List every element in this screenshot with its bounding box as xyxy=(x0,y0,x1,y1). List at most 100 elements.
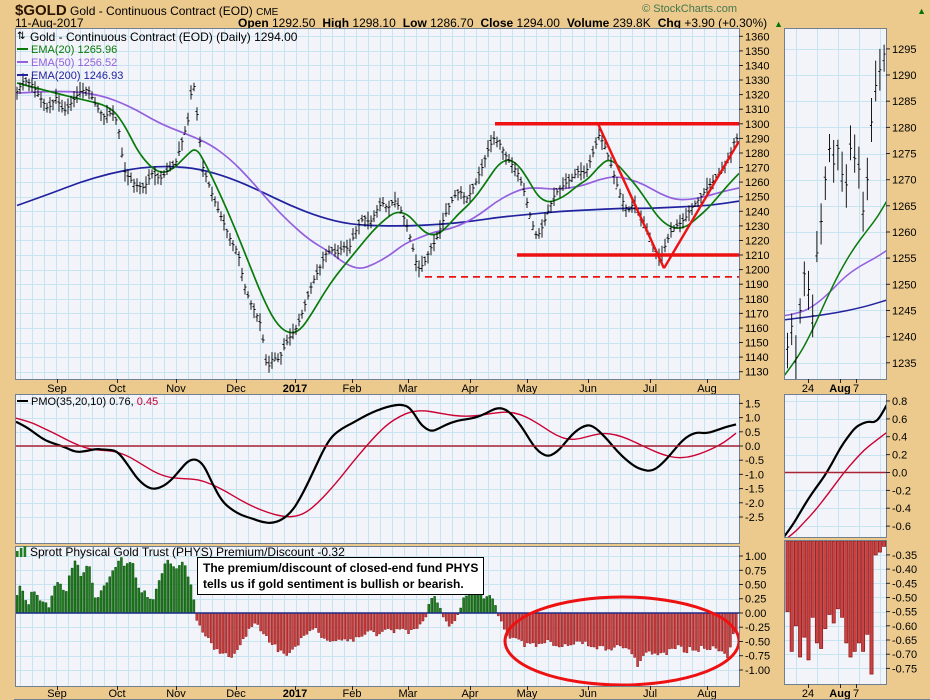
premium-bar xyxy=(802,541,807,638)
premium-mini-panel: -0.35 -0.40 -0.45 -0.50 -0.55 -0.60 -0.65 -0.70… xyxy=(784,540,917,700)
svg-text:0.0: 0.0 xyxy=(892,468,907,480)
svg-text:0.00: 0.00 xyxy=(745,608,766,620)
svg-text:1220: 1220 xyxy=(745,236,769,248)
svg-text:Jul: Jul xyxy=(643,383,657,395)
svg-text:0.0: 0.0 xyxy=(745,441,760,453)
pmo-mini-PMO xyxy=(785,404,886,537)
histogram-icon xyxy=(16,546,27,557)
svg-text:0.5: 0.5 xyxy=(745,427,760,439)
price-mini-EMA20 xyxy=(785,200,886,376)
premium-bar xyxy=(877,541,882,553)
svg-text:-1.0: -1.0 xyxy=(745,469,764,481)
svg-text:1285: 1285 xyxy=(892,96,916,108)
quote-item: Low 1286.70 xyxy=(402,16,474,30)
svg-text:1255: 1255 xyxy=(892,253,916,265)
svg-text:-0.50: -0.50 xyxy=(745,637,770,649)
pmo-main-PMO xyxy=(16,403,737,524)
header-line1: $GOLD Gold - Continuous Contract (EOD) C… xyxy=(15,2,278,19)
price-mini-x-axis: 24 Aug 7 xyxy=(802,379,859,395)
svg-text:Nov: Nov xyxy=(166,383,186,395)
svg-text:1360: 1360 xyxy=(745,31,769,43)
price-main-trendline xyxy=(596,123,666,269)
svg-text:-0.75: -0.75 xyxy=(745,651,770,663)
quote-line: Open 1292.50 High 1298.10 Low 1286.70 Close… xyxy=(238,16,783,30)
up-arrow-icon: ▲ xyxy=(917,6,926,16)
svg-text:Aug: Aug xyxy=(697,688,717,700)
ema-legend-item: EMA(50) 1256.52 xyxy=(17,57,117,69)
svg-text:1270: 1270 xyxy=(745,163,769,175)
price-mini-EMA50 xyxy=(785,250,886,317)
ema-line-swatch xyxy=(17,61,28,64)
svg-text:1270: 1270 xyxy=(892,175,916,187)
premium-mini-x-axis: 24 Aug 7 xyxy=(802,684,859,700)
svg-text:Jun: Jun xyxy=(579,688,597,700)
premium-main-x-axis: Sep Oct Nov Dec 2017 Feb Mar Apr May Jun Jul Aug xyxy=(47,686,717,700)
svg-text:2017: 2017 xyxy=(283,688,307,700)
svg-text:1235: 1235 xyxy=(892,358,916,370)
premium-bar xyxy=(852,541,857,652)
premium-main-bars-negative xyxy=(195,612,738,667)
premium-bar xyxy=(793,541,798,627)
price-mini-ohlc-bars xyxy=(785,44,886,379)
svg-text:1280: 1280 xyxy=(745,148,769,160)
price-main-EMA20 xyxy=(16,82,739,334)
ema-legend-item: EMA(200) 1246.93 xyxy=(17,70,123,82)
pmo-main-series xyxy=(16,403,739,524)
svg-text:1140: 1140 xyxy=(745,352,769,364)
svg-text:-1.00: -1.00 xyxy=(745,665,770,677)
svg-text:Feb: Feb xyxy=(343,383,362,395)
svg-text:Oct: Oct xyxy=(108,688,125,700)
pmo-legend: PMO(35,20,10) 0.76, 0.45 xyxy=(17,396,158,408)
premium-bar xyxy=(810,541,815,618)
svg-text:Jun: Jun xyxy=(579,383,597,395)
chart-title: Gold - Continuous Contract (EOD) (Daily)… xyxy=(30,30,298,44)
price-main-panel: 1360 1350 1340 1330 1320 1310 1300 1290 1280 1270… xyxy=(15,28,769,395)
pmo-mini-series xyxy=(785,404,886,537)
svg-text:24: 24 xyxy=(802,688,814,700)
svg-text:0.4: 0.4 xyxy=(892,432,907,444)
premium-main-grid xyxy=(16,547,739,686)
ema-line-swatch xyxy=(17,74,28,77)
updown-arrows-icon: ⇅ xyxy=(17,31,26,42)
quote-date: 11-Aug-2017 xyxy=(15,16,84,30)
svg-text:0.25: 0.25 xyxy=(745,594,766,606)
svg-text:Dec: Dec xyxy=(226,688,246,700)
svg-text:1170: 1170 xyxy=(745,308,769,320)
premium-bar xyxy=(882,541,886,547)
svg-text:-0.45: -0.45 xyxy=(892,578,917,590)
premium-bar xyxy=(823,541,828,630)
svg-text:1275: 1275 xyxy=(892,149,916,161)
svg-text:1290: 1290 xyxy=(745,133,769,145)
svg-text:Jul: Jul xyxy=(643,688,657,700)
svg-text:0.8: 0.8 xyxy=(892,396,907,408)
quote-item: Open 1292.50 xyxy=(238,16,316,30)
premium-legend: Sprott Physical Gold Trust (PHYS) Premiu… xyxy=(16,545,345,559)
price-main-series xyxy=(16,73,739,373)
change-up-icon: ▲ xyxy=(774,19,784,29)
price-main-x-axis: Sep Oct Nov Dec 2017 Feb Mar Apr May Jun Jul Aug xyxy=(47,379,717,395)
svg-text:1245: 1245 xyxy=(892,306,916,318)
pmo-legend-label: PMO(35,20,10) 0.76, xyxy=(31,396,134,408)
svg-text:0.75: 0.75 xyxy=(745,565,766,577)
premium-bar xyxy=(798,541,803,658)
svg-text:May: May xyxy=(517,688,538,700)
svg-text:-0.60: -0.60 xyxy=(892,621,917,633)
premium-bar xyxy=(865,541,870,635)
svg-text:May: May xyxy=(517,383,538,395)
svg-text:1260: 1260 xyxy=(892,227,916,239)
price-main-y-axis: 1360 1350 1340 1330 1320 1310 1300 1290 1280 1270… xyxy=(739,31,769,379)
svg-text:1160: 1160 xyxy=(745,323,769,335)
annotation-line: The premium/discount of closed-end fund … xyxy=(203,561,479,575)
premium-bar xyxy=(869,541,874,675)
svg-text:Aug: Aug xyxy=(697,383,717,395)
svg-text:24: 24 xyxy=(802,383,814,395)
quote-item: High 1298.10 xyxy=(322,16,396,30)
pmo-main-y-axis: 1.5 1.0 0.5 0.0 -0.5 -1.0 -1.5 -2.0 -2.5 xyxy=(739,398,764,524)
annotation-callout: The premium/discount of closed-end fund … xyxy=(197,557,485,595)
svg-text:1250: 1250 xyxy=(892,279,916,291)
svg-text:1240: 1240 xyxy=(892,332,916,344)
svg-text:-0.2: -0.2 xyxy=(892,485,911,497)
svg-text:Oct: Oct xyxy=(108,383,125,395)
